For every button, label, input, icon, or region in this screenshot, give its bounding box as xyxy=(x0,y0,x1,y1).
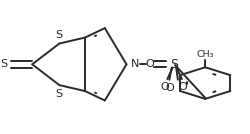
Text: S: S xyxy=(170,58,178,71)
Text: S: S xyxy=(0,59,7,69)
Text: O: O xyxy=(165,83,174,93)
Text: N: N xyxy=(130,59,139,69)
Text: O: O xyxy=(145,59,154,69)
Text: O: O xyxy=(179,82,188,92)
Text: O: O xyxy=(160,82,169,92)
Text: CH₃: CH₃ xyxy=(196,50,214,59)
Text: S: S xyxy=(56,30,63,40)
Text: S: S xyxy=(56,89,63,99)
